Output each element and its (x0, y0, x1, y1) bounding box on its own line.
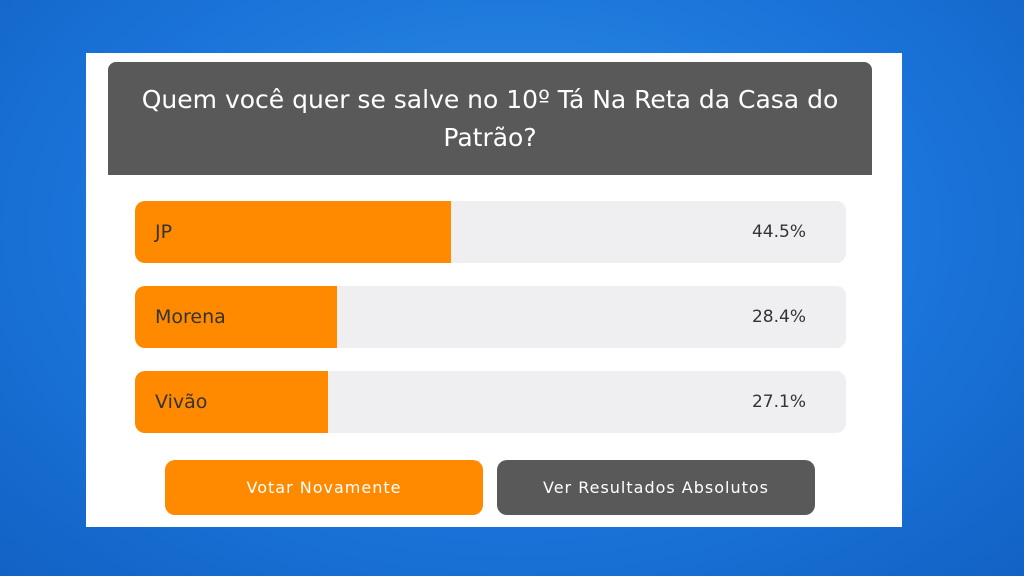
poll-header: Quem você quer se salve no 10º Tá Na Ret… (108, 62, 872, 175)
option-name: JP (155, 221, 173, 243)
poll-title: Quem você quer se salve no 10º Tá Na Ret… (141, 84, 839, 152)
option-percent: 44.5% (751, 222, 806, 242)
option-bar (135, 201, 452, 263)
option-bar (135, 371, 328, 433)
poll-card: Quem você quer se salve no 10º Tá Na Ret… (86, 53, 902, 527)
option-row: JP 44.5% (135, 201, 846, 263)
option-name: Vivão (155, 391, 208, 413)
option-row: Morena 28.4% (135, 286, 846, 348)
option-percent: 27.1% (751, 392, 806, 412)
option-bar (135, 286, 337, 348)
option-row: Vivão 27.1% (135, 371, 846, 433)
option-percent: 28.4% (751, 307, 806, 327)
option-name: Morena (155, 306, 226, 328)
absolute-results-button[interactable]: Ver Resultados Absolutos (497, 460, 815, 515)
vote-again-button[interactable]: Votar Novamente (165, 460, 483, 515)
